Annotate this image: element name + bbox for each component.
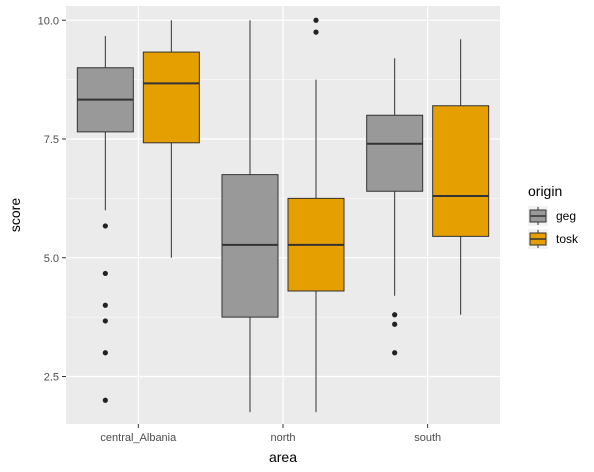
- legend-label-geg: geg: [556, 209, 576, 223]
- outlier-point: [392, 312, 398, 318]
- box-series: [76, 17, 490, 413]
- outlier-point: [313, 29, 319, 35]
- outlier-point: [102, 223, 108, 229]
- box-tosk-north: [287, 17, 345, 413]
- box-iqr: [432, 105, 490, 237]
- legend-title: origin: [528, 183, 562, 199]
- legend-key-geg: [528, 206, 548, 226]
- x-axis-ticks: central_Albania north south: [100, 424, 441, 444]
- outlier-point: [102, 302, 108, 308]
- x-tick-label: central_Albania: [100, 432, 177, 444]
- y-tick-label: 5.0: [44, 253, 59, 265]
- box-iqr: [142, 51, 200, 144]
- outlier-point: [102, 270, 108, 277]
- outlier-point: [392, 321, 398, 327]
- x-tick-label: south: [414, 432, 441, 444]
- outlier-point: [313, 17, 319, 23]
- box-tosk-central_Albania: [142, 20, 200, 258]
- x-tick-label: north: [270, 432, 295, 444]
- major-gridlines: [66, 6, 500, 424]
- legend-label-tosk: tosk: [556, 232, 579, 246]
- x-axis-title: area: [269, 449, 297, 465]
- y-axis-ticks: 2.5 5.0 7.5 10.0: [38, 15, 66, 384]
- box-tosk-south: [432, 39, 490, 315]
- outlier-point: [392, 350, 398, 356]
- y-tick-label: 2.5: [44, 372, 59, 384]
- outlier-point: [102, 318, 108, 324]
- outlier-point: [102, 350, 108, 356]
- box-geg-south: [366, 58, 424, 356]
- box-geg-north: [221, 20, 279, 413]
- legend-key-tosk: [528, 229, 548, 249]
- y-axis-title: score: [7, 198, 23, 232]
- y-tick-label: 10.0: [38, 15, 59, 27]
- outlier-point: [102, 397, 108, 403]
- box-geg-central_Albania: [76, 35, 134, 403]
- legend: origin geg tosk: [528, 183, 579, 249]
- y-tick-label: 7.5: [44, 134, 59, 146]
- box-iqr: [366, 114, 424, 192]
